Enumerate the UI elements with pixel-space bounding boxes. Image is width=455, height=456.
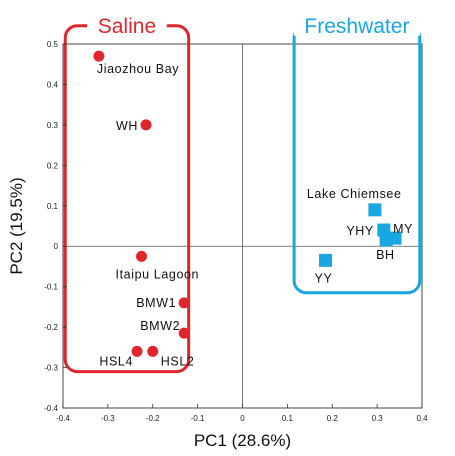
y-tick-label: 0 xyxy=(54,242,59,251)
group-boxes: Saline Freshwater xyxy=(63,13,422,374)
point-label: Itaipu Lagoon xyxy=(116,267,200,281)
point-label: YY xyxy=(315,271,333,285)
point-label: HSL2 xyxy=(161,354,195,368)
point-label: HSL4 xyxy=(99,354,133,368)
point-label: BMW2 xyxy=(140,319,180,333)
x-tick-label: 0 xyxy=(240,414,245,423)
point-marker xyxy=(178,327,190,339)
point-marker xyxy=(379,233,393,247)
point-label: YHY xyxy=(346,224,374,238)
point-label: BH xyxy=(376,248,395,262)
x-tick-label: 0.3 xyxy=(372,414,384,423)
point-marker xyxy=(140,119,152,131)
point-label: Jiaozhou Bay xyxy=(97,62,179,76)
x-tick-label: 0.1 xyxy=(282,414,294,423)
point-label: WH xyxy=(116,119,138,133)
y-tick-label: 0.4 xyxy=(47,80,59,89)
y-tick-label: 0.5 xyxy=(47,40,59,49)
y-axis-title: PC2 (19.5%) xyxy=(7,177,26,274)
group-title-freshwater: Freshwater xyxy=(304,15,409,38)
y-tick-label: -0.3 xyxy=(44,364,58,373)
point-marker xyxy=(131,345,143,357)
point-marker xyxy=(368,203,382,217)
data-points: Jiaozhou Bay WH Itaipu Lagoon BMW1 BMW2 HSL4 H… xyxy=(93,50,413,368)
x-tick-label: -0.2 xyxy=(146,414,160,423)
point-marker xyxy=(136,250,148,262)
x-tick-label: -0.1 xyxy=(191,414,205,423)
point-marker xyxy=(178,297,190,309)
point-label: Lake Chiemsee xyxy=(307,187,402,201)
y-tick-label: -0.2 xyxy=(44,323,58,332)
y-tick-label: 0.1 xyxy=(47,202,59,211)
point-marker xyxy=(147,345,159,357)
y-tick-label: -0.1 xyxy=(44,283,58,292)
axis-ticks: -0.4 -0.3 -0.2 -0.1 0 0.1 0.2 0.3 0.4 0.5 0.4 0.3 0.… xyxy=(44,40,428,423)
point-label: MY xyxy=(393,222,413,236)
group-title-bg xyxy=(87,13,167,36)
y-tick-label: -0.4 xyxy=(44,404,58,413)
y-tick-label: 0.3 xyxy=(47,121,59,130)
x-tick-label: -0.3 xyxy=(101,414,115,423)
point-marker xyxy=(377,223,391,237)
group-title-saline: Saline xyxy=(98,15,156,38)
point-label: BMW1 xyxy=(136,296,176,310)
x-axis-title: PC1 (28.6%) xyxy=(194,431,291,450)
point-marker xyxy=(93,50,105,62)
y-tick-label: 0.2 xyxy=(47,161,59,170)
x-tick-label: -0.4 xyxy=(56,414,70,423)
group-box-freshwater xyxy=(292,24,422,295)
x-tick-label: 0.2 xyxy=(327,414,339,423)
point-marker xyxy=(319,253,333,267)
group-title-bg xyxy=(293,13,420,36)
x-tick-label: 0.4 xyxy=(416,414,428,423)
